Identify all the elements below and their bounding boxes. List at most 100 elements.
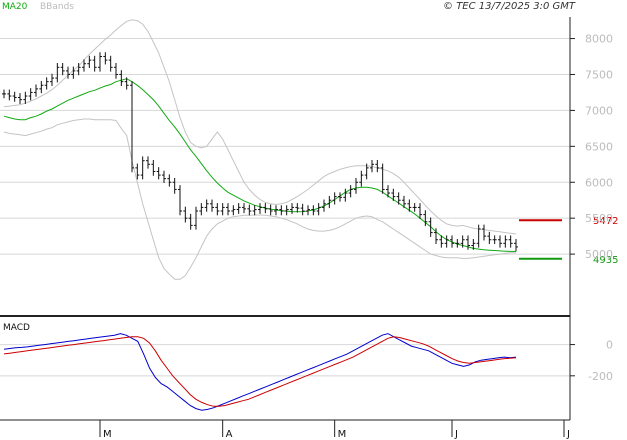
price-bar (23, 91, 28, 104)
price-bar (418, 203, 422, 219)
price-panel: 5472 4935 (0, 19, 618, 280)
price-bar (162, 170, 166, 183)
price-bar (108, 55, 113, 72)
price-bar (386, 185, 390, 198)
price-bar (18, 93, 22, 104)
price-bar (263, 203, 268, 214)
price-bar (231, 205, 236, 216)
price-tick-label: 5500 (585, 212, 613, 225)
price-bar (87, 55, 92, 69)
bbands-lower-line (3, 118, 516, 280)
price-bar (370, 159, 374, 173)
price-bar (50, 73, 54, 86)
price-bar (12, 91, 17, 102)
price-bar (135, 163, 140, 180)
price-bar (375, 159, 380, 173)
price-bar (503, 235, 508, 248)
price-bar (380, 163, 385, 194)
legend-ma20: MA20 (2, 2, 28, 12)
x-tick-label: J (454, 429, 458, 440)
macd-title: MACD (3, 323, 30, 333)
price-bar (284, 205, 289, 216)
price-bar (236, 203, 241, 214)
price-bar (290, 203, 294, 214)
price-bar (434, 228, 438, 245)
price-bar (124, 77, 129, 90)
right-axis-ticks: 8000 7500 7000 6500 6000 5500 5000 0 -200 (570, 33, 613, 383)
price-bar (82, 59, 86, 72)
price-bar (226, 203, 230, 216)
price-bar (44, 77, 49, 90)
price-bar (172, 177, 177, 194)
price-bar (55, 62, 60, 83)
price-bar (156, 167, 161, 180)
price-bar (476, 224, 481, 248)
price-bar (140, 156, 145, 180)
x-tick-label: J (566, 429, 570, 440)
price-bar (199, 203, 204, 216)
price-tick-label: 7000 (585, 104, 613, 117)
price-bar (514, 239, 518, 252)
price-bar (428, 217, 433, 237)
price-bar (268, 204, 273, 216)
price-bar (412, 203, 417, 212)
x-tick-label: M (338, 429, 347, 440)
price-bar (130, 80, 134, 173)
price-bar (492, 235, 497, 245)
price-bar (76, 62, 81, 76)
price-bar (210, 199, 214, 212)
level-label: 4935 (593, 255, 618, 266)
price-bar (332, 192, 337, 205)
price-bar (343, 188, 348, 202)
macd-panel: MACD (0, 323, 570, 411)
price-bar (279, 205, 284, 216)
price-tick-label: 6000 (585, 176, 613, 189)
price-bar (402, 195, 406, 209)
price-bar (364, 163, 369, 180)
price-bar (391, 188, 396, 201)
price-bar (71, 66, 76, 79)
price-bar (178, 185, 182, 216)
copyright-text: © TEC 13/7/2025 3:0 GMT (443, 1, 576, 12)
price-bar (460, 235, 465, 248)
price-bar (354, 177, 358, 194)
price-bar (167, 174, 172, 187)
price-bar (92, 55, 97, 72)
price-bar (300, 203, 305, 216)
price-bar (215, 203, 220, 216)
legend-bbands: BBands (40, 2, 74, 12)
price-bar (247, 204, 252, 216)
price-bar (327, 195, 332, 209)
macd-tick-label: -200 (588, 370, 613, 383)
price-bar (482, 224, 486, 241)
price-bar (423, 210, 428, 227)
price-bar (396, 192, 401, 205)
price-bar (359, 170, 364, 187)
level-lines: 5472 4935 (519, 216, 618, 266)
price-bar (316, 203, 321, 216)
price-bar (455, 239, 460, 248)
price-bar (39, 80, 44, 94)
macd-tick-label: 0 (606, 339, 613, 352)
price-bar (295, 203, 300, 213)
price-bar (407, 199, 412, 212)
macd-line (3, 333, 517, 411)
price-bar (274, 205, 278, 216)
price-bar (242, 203, 246, 214)
x-tick-label: M (103, 429, 112, 440)
price-bar (28, 88, 33, 101)
price-bar (220, 203, 225, 216)
price-bar (114, 62, 118, 79)
signal-line (3, 336, 517, 407)
price-bar (439, 235, 444, 248)
price-bar (444, 235, 449, 248)
price-bar (471, 239, 476, 250)
price-bar (306, 205, 310, 216)
price-bar (322, 199, 326, 212)
price-bar (258, 203, 262, 214)
price-bar (103, 52, 108, 65)
price-tick-label: 6500 (585, 140, 613, 153)
price-bars (2, 52, 518, 252)
